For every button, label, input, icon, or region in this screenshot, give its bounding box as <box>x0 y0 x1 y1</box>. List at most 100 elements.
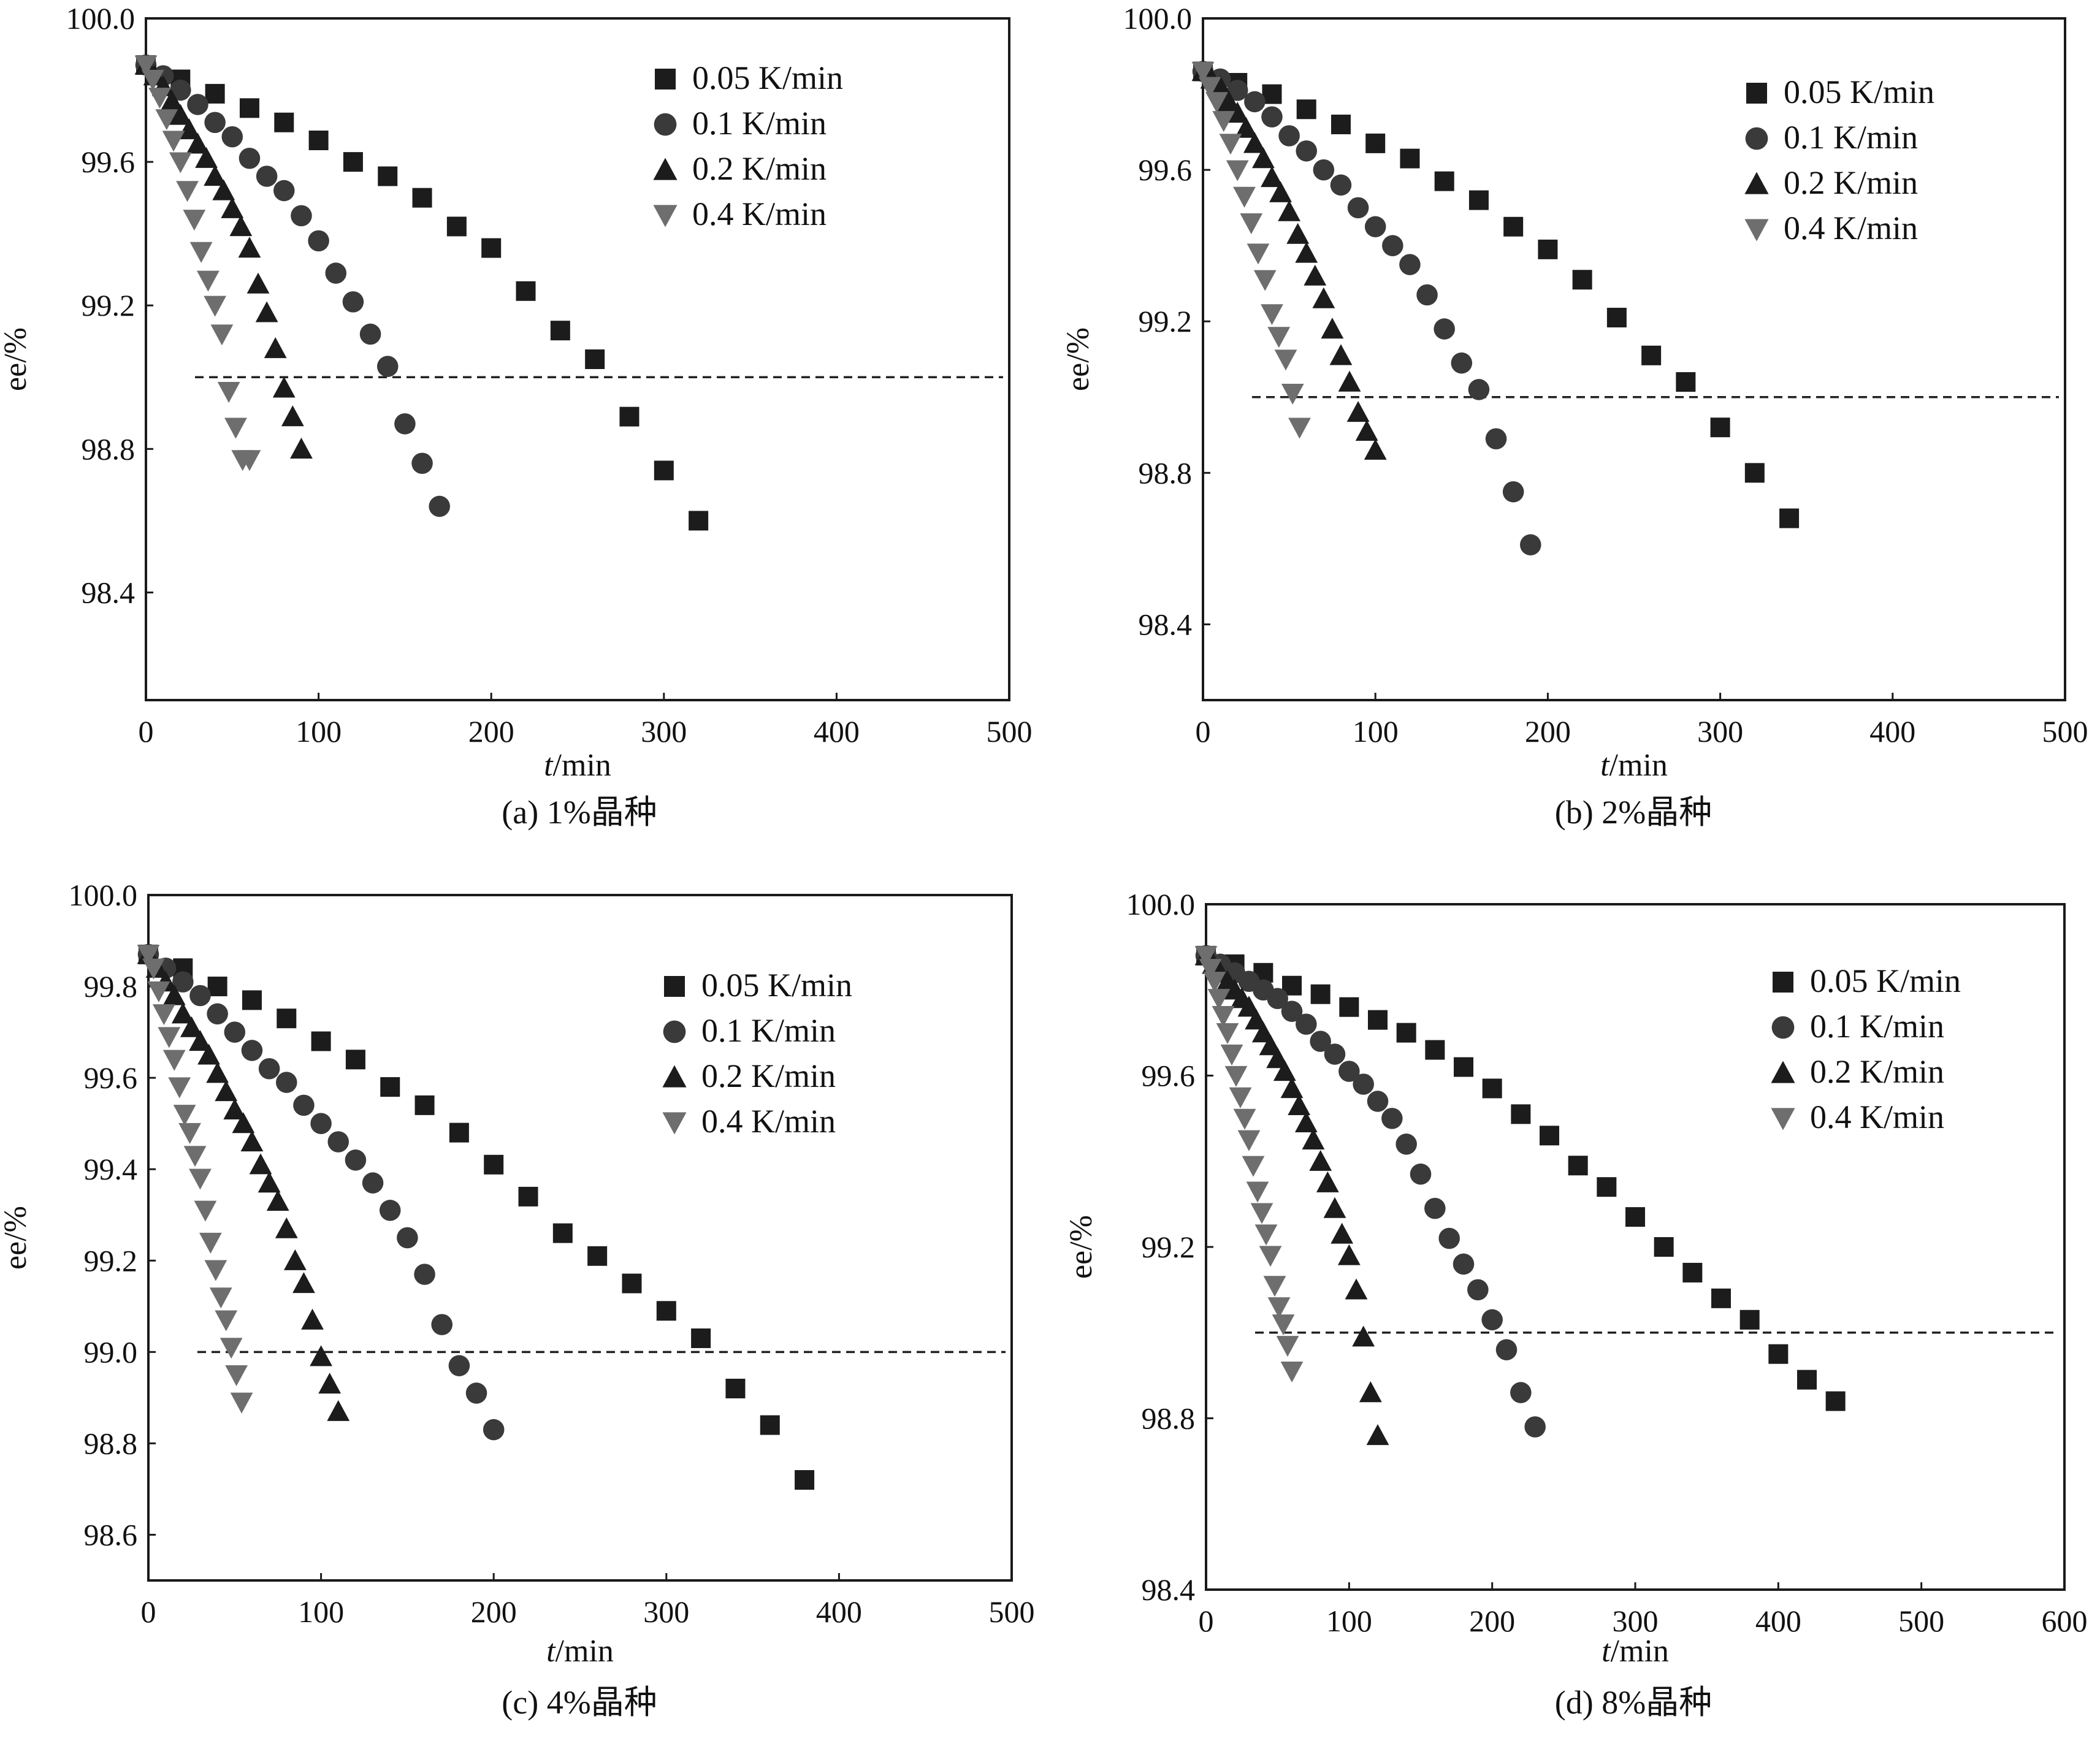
data-point <box>215 1310 238 1332</box>
data-point <box>1267 327 1291 348</box>
legend-item <box>1771 1016 1795 1039</box>
data-point <box>195 147 218 168</box>
data-point <box>1353 1073 1374 1095</box>
data-point <box>1355 419 1378 441</box>
data-point <box>207 1003 228 1025</box>
data-point <box>1682 1262 1703 1283</box>
data-point <box>1280 1361 1304 1383</box>
data-point <box>394 413 416 435</box>
triangle-down-marker <box>653 205 678 227</box>
series-square-1 <box>139 944 815 1490</box>
data-point <box>239 147 261 169</box>
data-point <box>1246 1181 1269 1203</box>
data-point <box>1323 1197 1346 1218</box>
x-tick-label: 600 <box>2042 1604 2088 1638</box>
data-point <box>1364 216 1386 238</box>
legend-label: 0.05 K/min <box>692 59 843 96</box>
x-tick-label: 400 <box>814 714 860 749</box>
data-point <box>1261 106 1283 128</box>
triangle-up-marker <box>1744 172 1769 194</box>
legend-item <box>1744 219 1769 242</box>
data-point <box>1269 181 1292 202</box>
data-point <box>446 216 467 237</box>
data-point <box>1313 159 1335 181</box>
data-point <box>272 376 296 398</box>
data-point <box>1220 1044 1243 1065</box>
data-point <box>585 349 605 369</box>
data-point <box>1538 239 1558 259</box>
data-point <box>619 406 640 427</box>
data-point <box>656 1301 676 1321</box>
data-point <box>266 1189 289 1211</box>
legend-label: 0.4 K/min <box>1784 210 1918 246</box>
data-point <box>431 1314 452 1335</box>
y-tick-label: 99.8 <box>84 969 138 1004</box>
legend-label: 0.1 K/min <box>1810 1008 1944 1045</box>
panel-caption: (b) 2%晶种 <box>1555 794 1712 831</box>
data-point <box>194 1200 217 1222</box>
data-point <box>1243 132 1266 153</box>
data-point <box>378 166 398 186</box>
data-point <box>274 112 294 132</box>
data-point <box>1366 1424 1389 1446</box>
data-point <box>162 131 185 152</box>
data-point <box>1410 1163 1432 1185</box>
data-point <box>1302 1128 1325 1149</box>
y-axis-label: ee/% <box>1064 1215 1099 1279</box>
data-point <box>204 1260 227 1281</box>
data-point <box>550 321 570 341</box>
data-point <box>1286 223 1310 244</box>
data-point <box>1310 1031 1331 1052</box>
series-triangle-down-4 <box>134 55 261 471</box>
x-tick-label: 0 <box>1199 1604 1214 1638</box>
y-tick-label: 99.4 <box>84 1152 138 1186</box>
data-point <box>325 262 347 284</box>
data-point <box>1312 287 1335 308</box>
x-tick-label: 100 <box>298 1595 344 1629</box>
data-point <box>1502 481 1524 503</box>
x-tick-label: 500 <box>1898 1604 1944 1638</box>
data-point <box>180 1016 203 1037</box>
data-point <box>1625 1207 1645 1227</box>
x-tick-label: 300 <box>1697 714 1743 749</box>
data-point <box>1482 1078 1502 1099</box>
data-point <box>1294 1111 1318 1133</box>
data-point <box>205 83 225 104</box>
data-point <box>292 1272 315 1294</box>
data-point <box>1316 1171 1339 1192</box>
y-axis-label: ee/% <box>0 327 33 391</box>
data-point <box>1272 1314 1295 1336</box>
data-point <box>224 417 247 439</box>
circle-marker <box>1745 127 1768 150</box>
data-point <box>1324 1043 1346 1065</box>
data-point <box>1367 1091 1389 1112</box>
data-point <box>1710 417 1730 438</box>
data-point <box>152 1004 175 1026</box>
y-tick-label: 99.2 <box>1139 304 1193 338</box>
x-tick-label: 400 <box>1869 714 1915 749</box>
data-point <box>1345 1278 1368 1300</box>
data-point <box>411 452 433 475</box>
y-tick-label: 98.8 <box>84 1426 138 1460</box>
data-point <box>1396 1134 1417 1155</box>
data-point <box>362 1172 384 1194</box>
data-point <box>1194 946 1218 967</box>
y-tick-label: 99.6 <box>1142 1059 1196 1093</box>
legend-label: 0.4 K/min <box>692 196 827 232</box>
data-point <box>221 197 244 218</box>
data-point <box>1396 1023 1416 1043</box>
data-point <box>1224 1065 1248 1087</box>
data-point <box>429 495 450 517</box>
data-point <box>1676 372 1696 392</box>
data-point <box>223 1098 246 1119</box>
plot-frame <box>147 894 1013 1582</box>
y-tick-label: 99.6 <box>1139 153 1193 187</box>
x-tick-label: 200 <box>468 714 514 749</box>
data-point <box>622 1273 642 1294</box>
data-point <box>484 1154 504 1175</box>
data-point <box>158 1027 181 1048</box>
data-point <box>290 437 313 459</box>
legend-item <box>653 205 678 227</box>
data-point <box>217 382 240 403</box>
data-point <box>1233 1108 1256 1130</box>
